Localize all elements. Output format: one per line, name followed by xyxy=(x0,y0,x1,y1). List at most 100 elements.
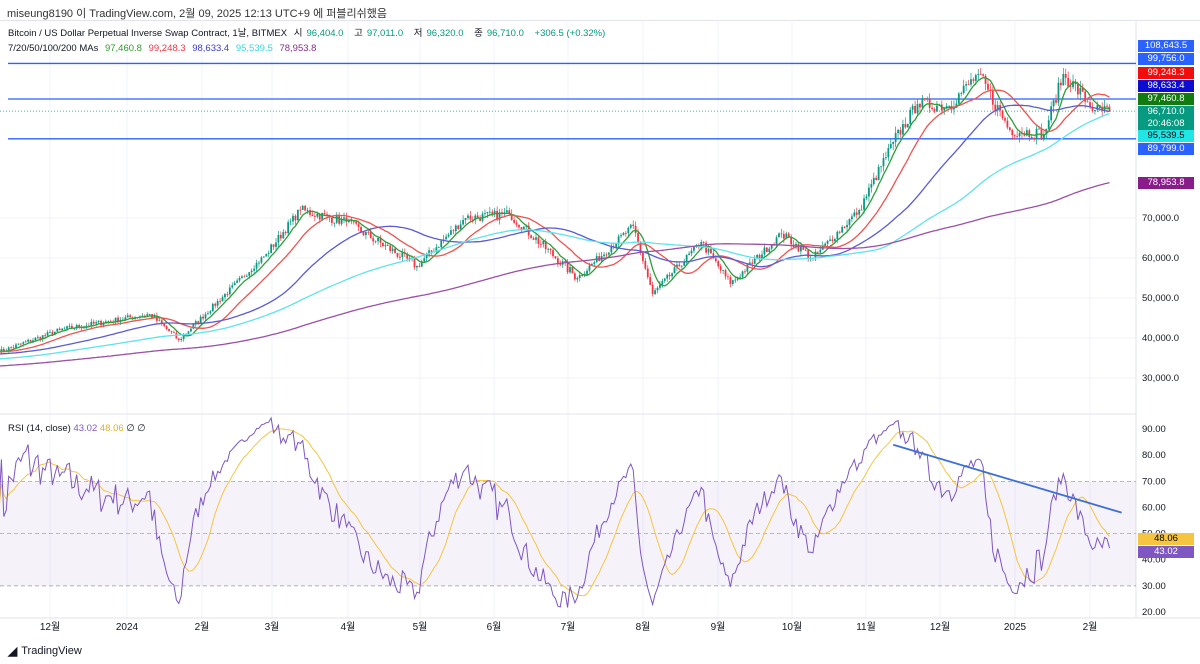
candle-body xyxy=(1018,133,1021,137)
candle-body xyxy=(556,258,559,265)
candle-body xyxy=(102,323,105,326)
candle-body xyxy=(39,336,42,340)
candle-body xyxy=(0,348,3,352)
candle-body xyxy=(32,340,34,342)
candle-body xyxy=(573,273,576,280)
candle-body xyxy=(622,233,625,236)
candle-body xyxy=(880,166,882,168)
candle-body xyxy=(379,237,382,243)
candle-body xyxy=(700,242,703,247)
candle-body xyxy=(863,198,865,210)
open-label: 시 xyxy=(293,28,303,39)
candle-body xyxy=(318,213,321,220)
candle-body xyxy=(248,272,251,276)
candle-body xyxy=(177,338,180,340)
candle-body xyxy=(539,243,542,245)
candle-body xyxy=(885,157,887,159)
candle-body xyxy=(889,143,892,149)
candle-body xyxy=(860,209,863,211)
candle-body xyxy=(165,326,168,330)
candle-body xyxy=(1028,130,1031,138)
candle-body xyxy=(498,212,501,220)
candle-body xyxy=(316,213,319,217)
candle-body xyxy=(960,93,963,94)
candle-body xyxy=(233,282,236,286)
candle-body xyxy=(848,219,851,225)
candle-body xyxy=(440,240,443,248)
candle-body xyxy=(683,261,686,266)
candle-body xyxy=(629,224,632,228)
candle-body xyxy=(228,287,231,295)
candle-body xyxy=(1006,120,1009,128)
x-tick-label: 2024 xyxy=(116,622,139,633)
x-tick-label: 6월 xyxy=(487,621,502,633)
candle-body xyxy=(19,343,22,345)
candle-body xyxy=(1079,88,1082,95)
candle-body xyxy=(625,233,627,234)
candle-body xyxy=(617,236,620,244)
candle-body xyxy=(211,303,214,312)
candle-body xyxy=(362,231,365,236)
candle-body xyxy=(1001,110,1004,119)
candle-body xyxy=(238,278,241,281)
candle-body xyxy=(1055,100,1057,103)
symbol-title[interactable]: Bitcoin / US Dollar Perpetual Inverse Sw… xyxy=(8,28,288,39)
candle-body xyxy=(508,210,511,214)
candle-body xyxy=(722,270,725,271)
candle-body xyxy=(639,242,642,253)
candle-body xyxy=(372,238,375,242)
candle-body xyxy=(347,219,350,222)
candle-body xyxy=(289,221,292,223)
candle-body xyxy=(1030,137,1033,139)
candle-body xyxy=(991,91,994,105)
rsi-label[interactable]: RSI (14, close) xyxy=(8,423,71,434)
candle-body xyxy=(309,210,311,215)
price-tag: 97,460.8 xyxy=(1138,93,1194,105)
rsi-tick-label: 40.00 xyxy=(1142,555,1166,566)
candle-body xyxy=(224,294,226,298)
candle-body xyxy=(955,103,958,107)
ma50-value: 98,633.4 xyxy=(192,43,230,54)
candle-body xyxy=(90,321,93,327)
candle-body xyxy=(569,266,571,273)
candle-body xyxy=(559,264,562,265)
candle-body xyxy=(255,262,258,269)
candle-body xyxy=(68,325,71,327)
rsi-trendline xyxy=(892,443,1122,514)
publish-info: miseung8190 이 TradingView.com, 2월 09, 20… xyxy=(7,8,388,20)
rsi-tag: 48.06 xyxy=(1138,533,1194,545)
candle-body xyxy=(41,335,44,340)
candle-body xyxy=(987,83,989,90)
candle-body xyxy=(819,249,822,253)
candle-body xyxy=(581,274,584,277)
close-label: 종 xyxy=(474,28,483,39)
candle-body xyxy=(979,74,982,75)
candle-body xyxy=(1047,120,1050,129)
price-tag: 78,953.8 xyxy=(1138,177,1194,189)
candle-body xyxy=(549,248,552,251)
candle-body xyxy=(977,74,980,76)
candle-body xyxy=(454,225,457,232)
candle-body xyxy=(1059,82,1062,86)
candle-body xyxy=(445,236,447,240)
tradingview-logo[interactable]: ◢ TradingView xyxy=(8,644,82,658)
ma-label[interactable]: 7/20/50/100/200 MAs xyxy=(8,43,99,54)
candle-body xyxy=(1081,88,1084,92)
candle-body xyxy=(909,109,912,124)
candle-body xyxy=(124,317,127,320)
candle-body xyxy=(875,177,878,180)
candle-body xyxy=(936,105,938,112)
candle-body xyxy=(29,339,32,342)
candle-body xyxy=(2,348,5,352)
legend: Bitcoin / US Dollar Perpetual Inverse Sw… xyxy=(8,26,609,56)
candle-body xyxy=(870,184,873,188)
candle-body xyxy=(296,209,299,221)
candle-body xyxy=(340,218,343,224)
candle-body xyxy=(897,129,899,134)
candle-body xyxy=(666,274,669,279)
candle-body xyxy=(608,252,610,255)
price-chart[interactable]: 12월 2024 2월 3월 4월 5월 6월 7월 8월 9월 10월 11월 12월 2025 2월 30… xyxy=(0,0,1200,640)
candle-body xyxy=(846,224,848,228)
candle-body xyxy=(199,316,202,324)
candle-body xyxy=(957,93,960,104)
